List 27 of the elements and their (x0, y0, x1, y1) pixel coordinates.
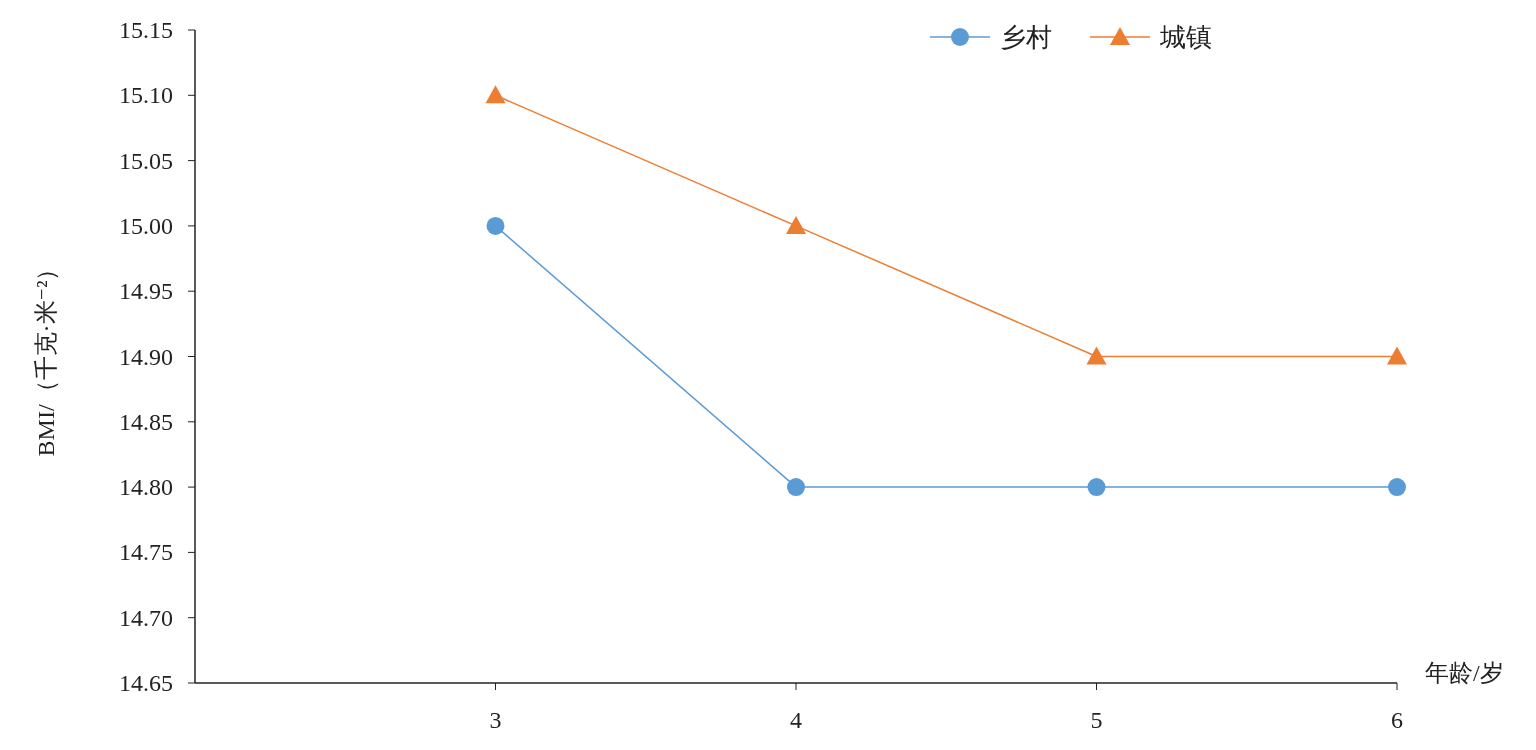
y-tick-label: 14.90 (119, 343, 173, 370)
y-tick-label: 14.65 (119, 670, 173, 696)
x-tick-label: 4 (790, 707, 802, 733)
point (1388, 478, 1406, 497)
point (787, 478, 805, 497)
point (486, 216, 505, 235)
y-tick-label: 15.15 (119, 17, 173, 43)
legend-label: 乡村 (1000, 23, 1052, 52)
y-tick-label: 14.80 (119, 474, 173, 501)
y-tick-label: 14.95 (119, 278, 173, 305)
y-tick-label: 14.75 (119, 539, 173, 566)
point (786, 215, 806, 234)
y-tick-label: 14.70 (119, 604, 173, 631)
y-tick-label: 14.85 (119, 408, 173, 435)
point (1087, 478, 1106, 497)
x-tick-label: 3 (489, 707, 502, 733)
y-tick-label: 15.00 (119, 212, 173, 239)
point (485, 85, 506, 104)
y-tick-label: 15.10 (119, 82, 173, 109)
y-tick-label: 15.05 (119, 147, 173, 174)
x-tick-label: 5 (1090, 707, 1103, 733)
x-tick-label: 6 (1391, 707, 1403, 733)
x-axis-title: 年龄/岁 (1425, 660, 1504, 686)
legend-label: 城镇 (1159, 23, 1212, 52)
y-axis-title: BMI/（千克·米⁻²） (33, 256, 59, 457)
point (1387, 346, 1407, 365)
point (1086, 346, 1107, 365)
